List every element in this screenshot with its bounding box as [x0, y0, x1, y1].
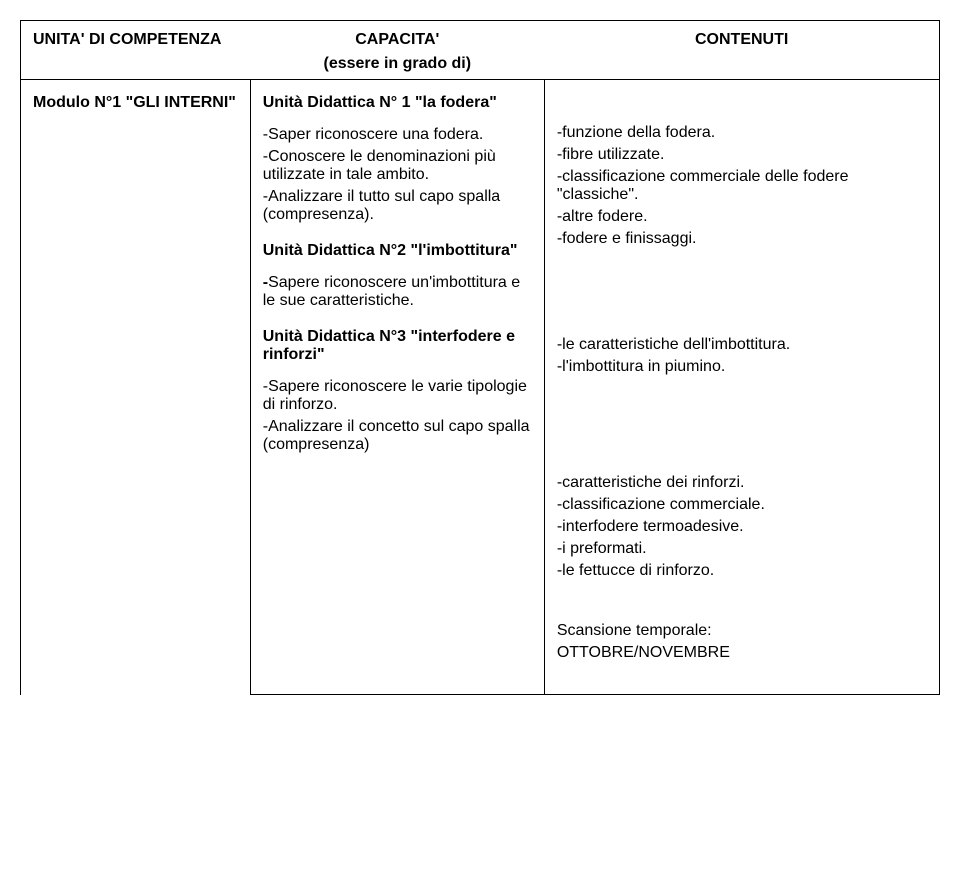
cont3-l4: -i preformati. — [557, 540, 927, 558]
header-row: UNITA' DI COMPETENZA CAPACITA' (essere i… — [21, 21, 940, 80]
unita1-line3: -Analizzare il tutto sul capo spalla (co… — [263, 188, 532, 224]
header-capacita-sub: (essere in grado di) — [262, 55, 532, 73]
contenuti-block2: -le caratteristiche dell'imbottitura. -l… — [557, 336, 927, 376]
cell-capacita: Unità Didattica N° 1 "la fodera" -Saper … — [250, 80, 544, 695]
cont3-l3: -interfodere termoadesive. — [557, 518, 927, 536]
unita1-title: Unità Didattica N° 1 "la fodera" — [263, 94, 532, 112]
cont2-l1: -le caratteristiche dell'imbottitura. — [557, 336, 927, 354]
cell-contenuti: -funzione della fodera. -fibre utilizzat… — [544, 80, 939, 695]
unita2-title: Unità Didattica N°2 "l'imbottitura" — [263, 242, 532, 260]
cont1-l3: -classificazione commerciale delle foder… — [557, 168, 927, 204]
scansione-label: Scansione temporale: — [557, 622, 927, 640]
cont3-l2: -classificazione commerciale. — [557, 496, 927, 514]
cont3-l1: -caratteristiche dei rinforzi. — [557, 474, 927, 492]
unita3-title: Unità Didattica N°3 "interfodere e rinfo… — [263, 328, 532, 364]
unita3-line2: -Analizzare il concetto sul capo spalla … — [263, 418, 532, 454]
cont2-l2: -l'imbottitura in piumino. — [557, 358, 927, 376]
cont1-l4: -altre fodere. — [557, 208, 927, 226]
header-contenuti: CONTENUTI — [544, 21, 939, 80]
header-capacita: CAPACITA' (essere in grado di) — [250, 21, 544, 80]
cell-module: Modulo N°1 "GLI INTERNI" — [21, 80, 251, 695]
unita1-line1: -Saper riconoscere una fodera. — [263, 126, 532, 144]
scansione-block: Scansione temporale: OTTOBRE/NOVEMBRE — [557, 622, 927, 662]
contenuti-block3: -caratteristiche dei rinforzi. -classifi… — [557, 474, 927, 580]
competence-table: UNITA' DI COMPETENZA CAPACITA' (essere i… — [20, 20, 940, 695]
cont1-l5: -fodere e finissaggi. — [557, 230, 927, 248]
scansione-value: OTTOBRE/NOVEMBRE — [557, 644, 927, 662]
cont1-l2: -fibre utilizzate. — [557, 146, 927, 164]
cont3-l5: -le fettucce di rinforzo. — [557, 562, 927, 580]
header-unita: UNITA' DI COMPETENZA — [21, 21, 251, 80]
unita1-line2: -Conoscere le denominazioni più utilizza… — [263, 148, 532, 184]
module-title: Modulo N°1 "GLI INTERNI" — [33, 94, 236, 111]
cont1-l1: -funzione della fodera. — [557, 124, 927, 142]
unita2-line1: -Sapere riconoscere un'imbottitura e le … — [263, 274, 532, 310]
contenuti-block1: -funzione della fodera. -fibre utilizzat… — [557, 124, 927, 248]
unita3-line1: -Sapere riconoscere le varie tipologie d… — [263, 378, 532, 414]
content-row: Modulo N°1 "GLI INTERNI" Unità Didattica… — [21, 80, 940, 695]
header-capacita-label: CAPACITA' — [355, 31, 439, 48]
